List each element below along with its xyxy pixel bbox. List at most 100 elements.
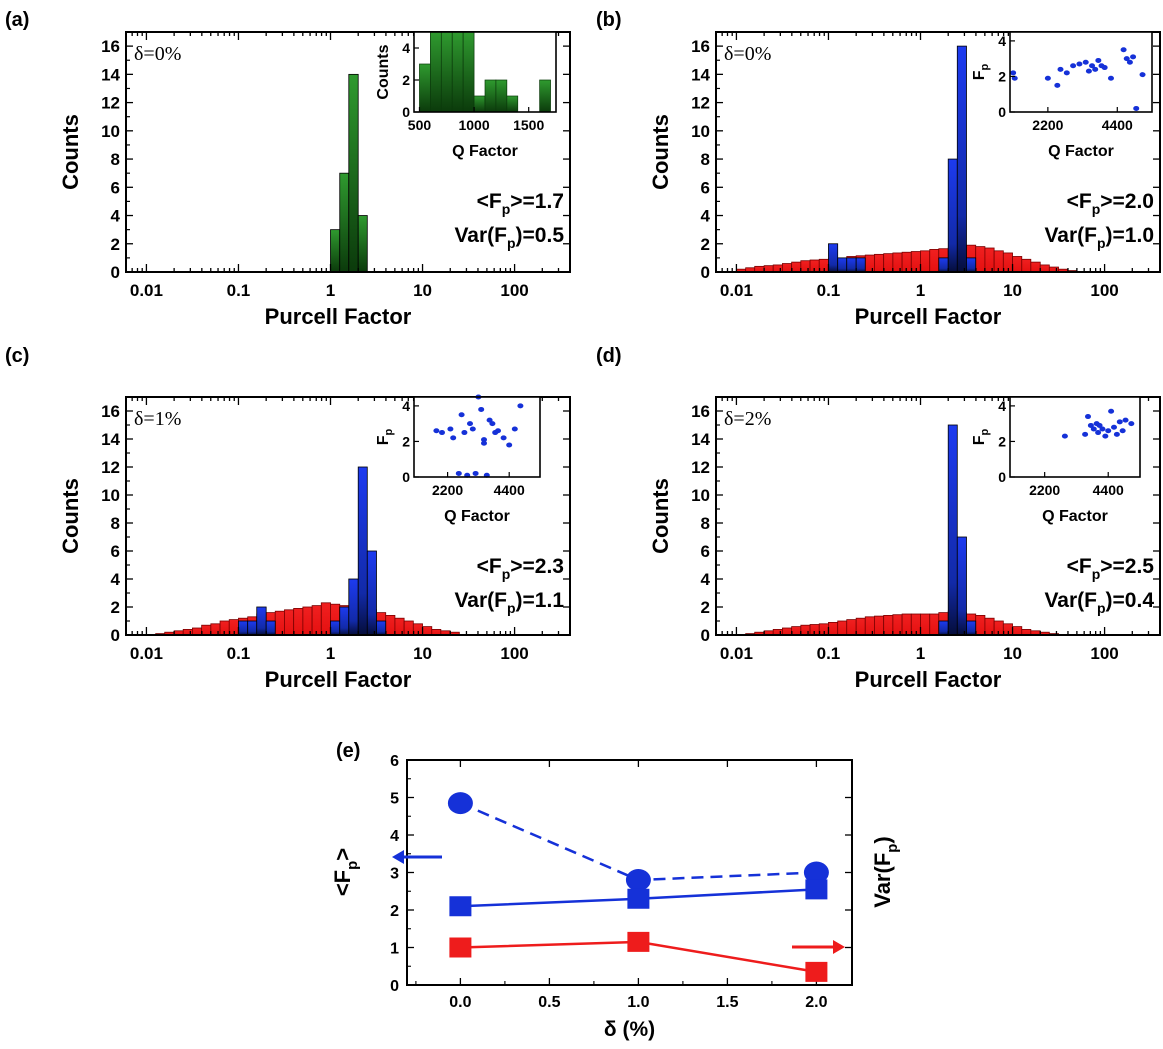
x-tick-label: 10 [413,281,432,300]
inset-y-tick-label: 0 [402,469,410,485]
inset-bg [414,397,540,477]
mean-fp-prefix: <F [1067,190,1092,213]
x-tick-label: 0.0 [449,994,471,1011]
x-axis-label: Purcell Factor [855,667,1002,692]
y-tick-label: 0 [111,263,120,282]
inset-point [1108,76,1114,81]
panel-label: (a) [5,9,29,31]
inset-y-tick-label: 2 [998,433,1006,449]
blue-bar [376,621,385,635]
inset-bg [1010,32,1152,112]
inset-bg [1010,397,1140,477]
inset-x-tick-label: 4400 [494,482,525,498]
red-bar [312,606,321,635]
var-fp-sub: p [507,600,516,616]
inset-point [1064,70,1070,75]
y-tick-label: 6 [111,178,120,197]
red-bar [782,264,791,272]
x-tick-label: 0.1 [227,281,251,300]
inset-y-label-sub: p [979,428,991,435]
inset-y-tick-label: 0 [998,469,1006,485]
inset-point [489,421,495,426]
y-tick-label: 14 [101,65,120,84]
y-right-sub: p [884,844,901,853]
left-axis-arrowhead [392,850,404,864]
series-point-circle [448,792,473,814]
x-tick-label: 1 [326,644,335,663]
inset-bar [474,96,485,112]
y-axis-label-left: <Fp> [330,848,361,896]
y-tick-label: 10 [691,122,710,141]
y-tick-label: 8 [701,150,710,169]
x-tick-label: 1.0 [627,994,649,1011]
y-tick-label: 10 [101,486,120,505]
red-bar [321,603,330,635]
y-tick-label: 8 [701,514,710,533]
blue-bar [367,551,376,635]
red-bar [930,249,939,272]
red-bar [792,627,801,635]
inset-point [1102,65,1108,70]
inset-point [461,430,467,435]
series-point-square [805,879,827,899]
blue-bar [939,621,948,635]
panel-label: (d) [596,345,622,367]
y-tick-label: 6 [390,753,399,770]
inset-y-tick-label: 4 [402,40,410,56]
inset-bar [463,32,474,112]
red-bar [1040,265,1049,272]
var-fp-label: Var(Fp)=0.5 [454,224,564,251]
red-bar [874,254,883,272]
inset-point [1114,432,1120,437]
inset-point [1062,434,1068,439]
y-tick-label: 12 [691,94,710,113]
panel-label: (b) [596,9,622,31]
x-tick-label: 100 [500,644,528,663]
series-point-square [449,896,471,916]
inset-point [473,471,479,476]
inset-x-label: Q Factor [444,508,510,525]
var-fp-sub: p [1097,600,1106,616]
red-bar [284,610,293,635]
inset-y-label-main: F [971,70,988,80]
red-bar [921,251,930,272]
y-left-sub: p [344,861,361,870]
y-tick-label: 16 [101,37,120,56]
var-fp-label: Var(Fp)=1.1 [454,589,564,616]
inset-y-label-sub: p [383,428,395,435]
x-axis-label: Purcell Factor [855,304,1002,329]
blue-bar [966,621,975,635]
y-tick-label: 4 [701,207,711,226]
x-tick-label: 0.1 [817,644,841,663]
var-fp-label: Var(Fp)=0.4 [1044,589,1154,616]
x-tick-label: 1 [326,281,335,300]
inset-y-label: Fp [375,428,395,445]
inset-point [1140,72,1146,77]
x-tick-label: 1 [916,644,925,663]
y-axis-label: Counts [648,114,673,190]
mean-fp-sub: p [1092,201,1101,217]
inset-point [1086,69,1092,74]
inset-point [512,427,518,432]
inset-point [1082,432,1088,437]
x-axis-label: Purcell Factor [265,667,412,692]
blue-bar [957,537,966,635]
red-bar [874,616,883,635]
y-tick-label: 5 [390,791,399,808]
inset-point [470,427,476,432]
inset-bar [496,80,507,112]
inset-y-label: Fp [971,63,991,80]
delta-annotation: δ=1% [134,408,181,430]
mean-fp-value: >=1.7 [510,190,564,213]
inset-bar [419,64,430,112]
green-bar [358,216,367,272]
x-tick-label: 0.5 [538,994,560,1011]
mean-fp-sub: p [502,201,511,217]
y-tick-label: 6 [701,178,710,197]
blue-bar [838,258,847,272]
red-bar [976,615,985,635]
inset-y-tick-label: 4 [998,33,1006,49]
inset-x-tick-label: 1500 [513,117,544,133]
y-tick-label: 2 [111,598,120,617]
y-tick-label: 2 [701,235,710,254]
